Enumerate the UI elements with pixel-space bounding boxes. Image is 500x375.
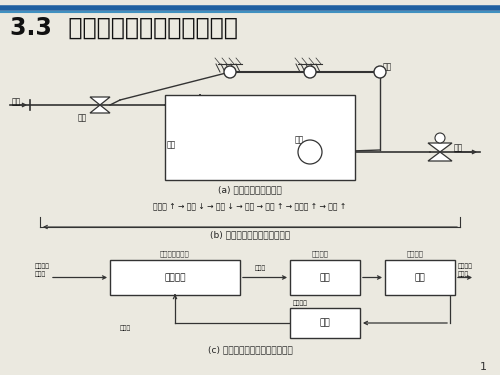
Text: 实际水位: 实际水位 [458, 264, 473, 269]
Text: 阀门: 阀门 [320, 273, 330, 282]
Bar [165, 95, 355, 180]
Text: 浮子: 浮子 [320, 318, 330, 327]
Text: 1: 1 [480, 362, 487, 372]
Text: 反馈装置: 反馈装置 [293, 300, 308, 306]
Text: 被检量: 被检量 [458, 272, 469, 277]
Text: (b) 水位自动调节过程分析简图: (b) 水位自动调节过程分析简图 [210, 230, 290, 239]
Circle shape [224, 66, 236, 78]
Bar [110, 260, 240, 295]
Text: 进水: 进水 [12, 97, 21, 106]
Text: 连杆机构: 连杆机构 [164, 273, 186, 282]
Text: 比较器与控制器: 比较器与控制器 [160, 250, 190, 256]
Text: 被控对象: 被控对象 [406, 250, 424, 256]
Circle shape [435, 133, 445, 143]
Circle shape [304, 66, 316, 78]
Text: 出水: 出水 [454, 143, 463, 152]
Text: 反馈量: 反馈量 [120, 325, 131, 331]
Text: 水筒: 水筒 [167, 140, 176, 149]
Text: 浮子: 浮子 [295, 135, 304, 144]
Text: 阀门: 阀门 [78, 113, 88, 122]
Polygon shape [428, 152, 452, 161]
Text: 连杆: 连杆 [383, 62, 392, 71]
Bar [385, 260, 455, 295]
Polygon shape [90, 97, 110, 105]
Text: 控制量: 控制量 [255, 266, 266, 271]
Text: 执行机构: 执行机构 [312, 250, 328, 256]
Circle shape [374, 66, 386, 78]
Text: 给定量: 给定量 [35, 272, 46, 277]
Bar [290, 308, 360, 338]
Text: 3.3  机械液压调速器的基本原理: 3.3 机械液压调速器的基本原理 [10, 16, 238, 40]
Text: (a) 水位自动调节原理图: (a) 水位自动调节原理图 [218, 185, 282, 194]
Bar [290, 260, 360, 295]
Polygon shape [90, 105, 110, 113]
Text: 水筒: 水筒 [414, 273, 426, 282]
Polygon shape [428, 143, 452, 152]
Text: (c) 连杆自动调节水位系统方框图: (c) 连杆自动调节水位系统方框图 [208, 345, 292, 354]
Text: 目标水位: 目标水位 [35, 264, 50, 269]
Circle shape [298, 140, 322, 164]
Text: 出水量 ↑ → 水位 ↓ → 浮子 ↓ → 连杆 → 阀门 ↑ → 进水量 ↑ → 水位 ↑: 出水量 ↑ → 水位 ↓ → 浮子 ↓ → 连杆 → 阀门 ↑ → 进水量 ↑ … [154, 202, 346, 211]
